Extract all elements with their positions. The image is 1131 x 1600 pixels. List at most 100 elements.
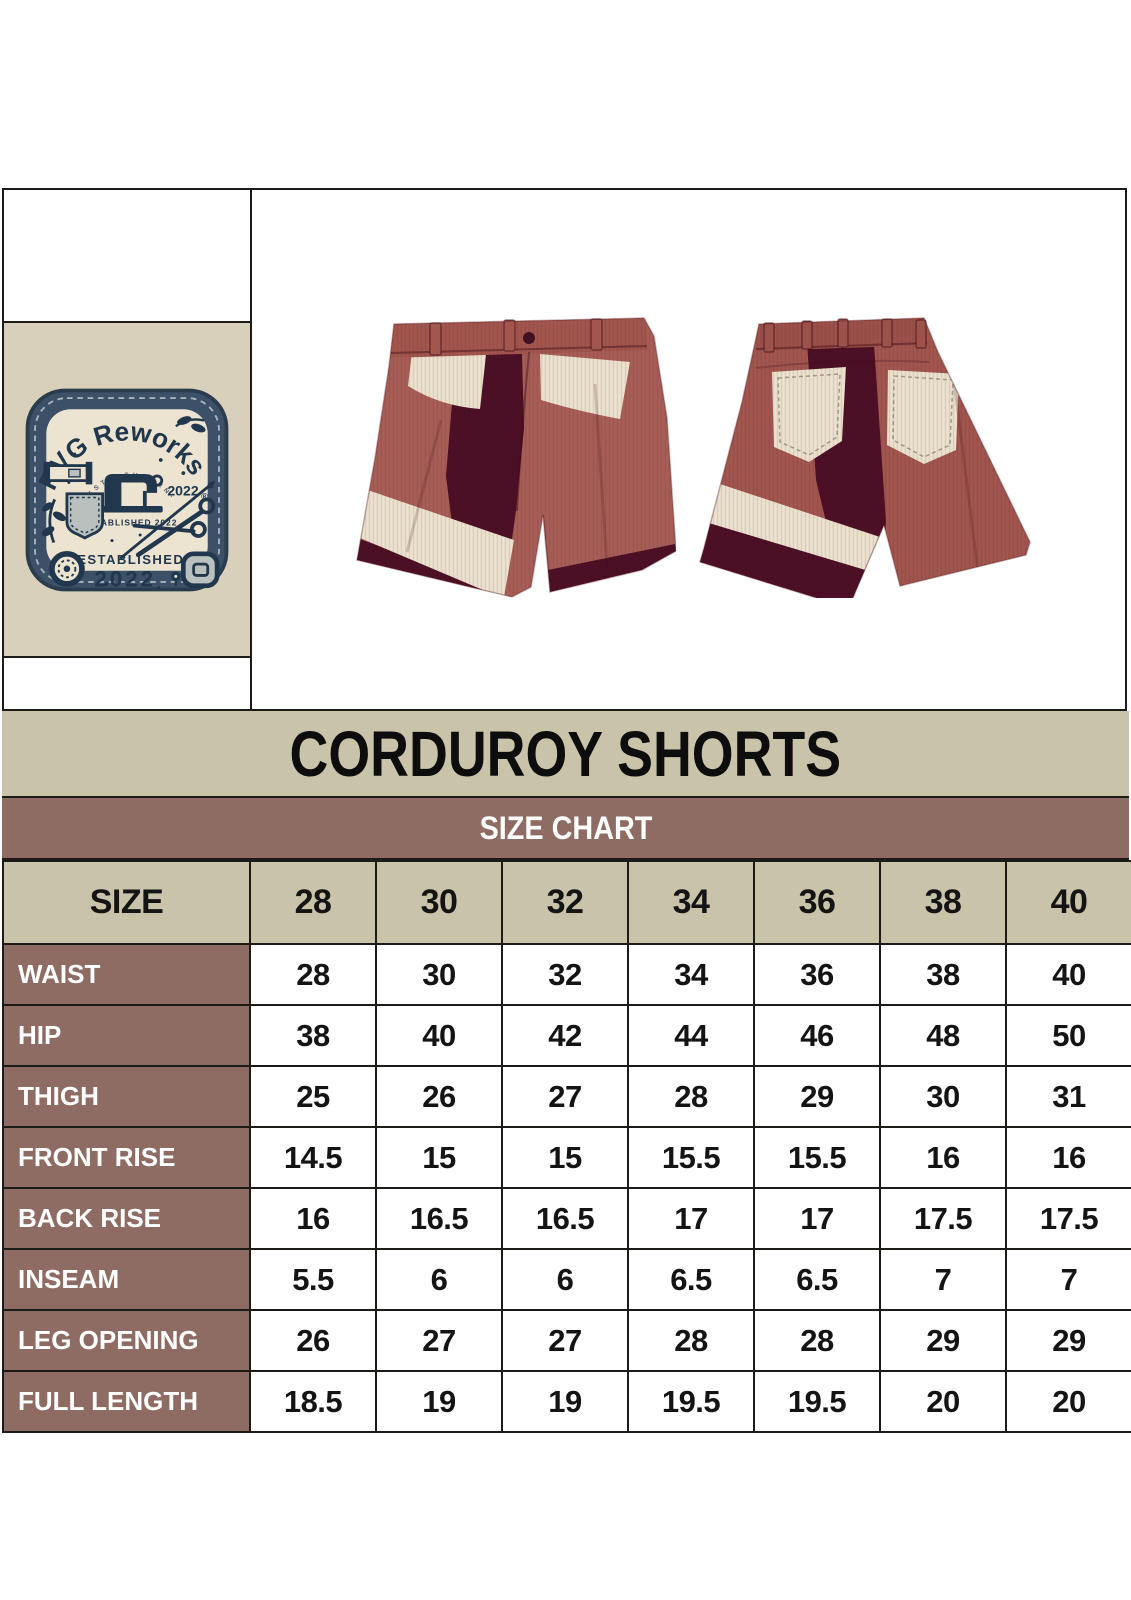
column-header: 34 — [627, 860, 755, 945]
column-header: 30 — [375, 860, 503, 945]
column-header-size: SIZE — [2, 860, 251, 945]
size-value-cell: 29 — [753, 1065, 881, 1128]
size-value-cell: 30 — [879, 1065, 1007, 1128]
needle-icon — [119, 480, 215, 559]
size-value-cell: 15 — [501, 1126, 629, 1189]
size-value-cell: 38 — [249, 1004, 377, 1067]
front-button — [523, 332, 535, 344]
table-row: FRONT RISE 14.5 15 15 15.5 15.5 16 16 — [2, 1126, 1131, 1189]
table-row: LEG OPENING 26 27 27 28 28 29 29 — [2, 1309, 1131, 1372]
leaves-icon — [175, 415, 206, 432]
size-value-cell: 27 — [501, 1309, 629, 1372]
size-value-cell: 20 — [1005, 1370, 1131, 1433]
column-header: 36 — [753, 860, 881, 945]
size-value-cell: 17 — [753, 1187, 881, 1250]
size-value-cell: 28 — [627, 1065, 755, 1128]
shorts-back-photo — [699, 317, 1031, 598]
size-value-cell: 31 — [1005, 1065, 1131, 1128]
front-belt-loops — [429, 318, 603, 356]
shorts-front-photo — [356, 317, 676, 598]
column-header: 40 — [1005, 860, 1131, 945]
size-value-cell: 26 — [249, 1309, 377, 1372]
patch-stitching — [34, 396, 220, 583]
size-value-cell: 28 — [627, 1309, 755, 1372]
pocket-icon — [65, 491, 105, 539]
size-chart-table: SIZE 28 30 32 34 36 38 40 WAIST 28 30 32 34 3… — [2, 860, 1131, 1433]
brand-logo-cell: RVG Reworks ® · E S T B L S H D O R N · … — [4, 323, 250, 658]
column-header: 38 — [879, 860, 1007, 945]
size-value-cell: 17 — [627, 1187, 755, 1250]
size-value-cell: 27 — [375, 1309, 503, 1372]
product-photos — [252, 190, 1125, 709]
machine-year: 2022 — [167, 482, 198, 498]
size-value-cell: 32 — [501, 943, 629, 1006]
left-top-cell — [4, 190, 250, 323]
product-title: CORDUROY SHORTS — [289, 717, 842, 790]
size-value-cell: 25 — [249, 1065, 377, 1128]
row-label: WAIST — [2, 943, 251, 1006]
size-value-cell: 7 — [1005, 1248, 1131, 1311]
size-value-cell: 16 — [879, 1126, 1007, 1189]
size-value-cell: 26 — [375, 1065, 503, 1128]
established-small: ESTABLISHED 2022 — [82, 517, 177, 527]
size-value-cell: 36 — [753, 943, 881, 1006]
content-frame: RVG Reworks ® · E S T B L S H D O R N · … — [2, 188, 1127, 711]
size-value-cell: 30 — [375, 943, 503, 1006]
size-value-cell: 29 — [1005, 1309, 1131, 1372]
brand-logo: RVG Reworks ® · E S T B L S H D O R N · … — [25, 388, 229, 591]
column-header: 28 — [249, 860, 377, 945]
size-value-cell: 19.5 — [753, 1370, 881, 1433]
spool-icon — [43, 461, 93, 484]
size-value-cell: 46 — [753, 1004, 881, 1067]
back-belt-loops — [763, 318, 927, 353]
size-value-cell: 34 — [627, 943, 755, 1006]
table-row: THIGH 25 26 27 28 29 30 31 — [2, 1065, 1131, 1128]
button-icon — [180, 550, 220, 588]
row-label: INSEAM — [2, 1248, 251, 1311]
size-value-cell: 40 — [1005, 943, 1131, 1006]
established-word: ESTABLISHED — [77, 552, 184, 567]
scissors-icon — [132, 497, 216, 557]
decorative-dots — [67, 451, 186, 589]
size-value-cell: 17.5 — [879, 1187, 1007, 1250]
row-label: FULL LENGTH — [2, 1370, 251, 1433]
row-label: LEG OPENING — [2, 1309, 251, 1372]
size-value-cell: 19.5 — [627, 1370, 755, 1433]
size-value-cell: 40 — [375, 1004, 503, 1067]
size-value-cell: 6.5 — [627, 1248, 755, 1311]
table-row: INSEAM 5.5 6 6 6.5 6.5 7 7 — [2, 1248, 1131, 1311]
left-bottom-cell — [4, 658, 250, 709]
size-chart-heading-bar: SIZE CHART — [2, 798, 1129, 860]
size-value-cell: 38 — [879, 943, 1007, 1006]
branch-icon — [41, 498, 66, 543]
trademark-symbol: ® — [201, 491, 208, 501]
size-value-cell: 16 — [249, 1187, 377, 1250]
table-row: BACK RISE 16 16.5 16.5 17 17 17.5 17.5 — [2, 1187, 1131, 1250]
row-label: BACK RISE — [2, 1187, 251, 1250]
size-value-cell: 6 — [501, 1248, 629, 1311]
size-value-cell: 16.5 — [375, 1187, 503, 1250]
size-value-cell: 15.5 — [753, 1126, 881, 1189]
size-value-cell: 16.5 — [501, 1187, 629, 1250]
row-label: FRONT RISE — [2, 1126, 251, 1189]
size-value-cell: 15.5 — [627, 1126, 755, 1189]
size-value-cell: 48 — [879, 1004, 1007, 1067]
size-value-cell: 42 — [501, 1004, 629, 1067]
size-value-cell: 18.5 — [249, 1370, 377, 1433]
size-value-cell: 17.5 — [1005, 1187, 1131, 1250]
table-row: HIP 38 40 42 44 46 48 50 — [2, 1004, 1131, 1067]
size-value-cell: 7 — [879, 1248, 1007, 1311]
size-value-cell: 28 — [249, 943, 377, 1006]
row-label: THIGH — [2, 1065, 251, 1128]
size-value-cell: 16 — [1005, 1126, 1131, 1189]
button-wheel-icon — [49, 550, 85, 587]
size-value-cell: 14.5 — [249, 1126, 377, 1189]
row-label: HIP — [2, 1004, 251, 1067]
product-title-bar: CORDUROY SHORTS — [2, 711, 1129, 798]
size-chart-header-row: SIZE 28 30 32 34 36 38 40 — [2, 860, 1131, 945]
size-value-cell: 19 — [375, 1370, 503, 1433]
table-row: WAIST 28 30 32 34 36 38 40 — [2, 943, 1131, 1006]
size-value-cell: 20 — [879, 1370, 1007, 1433]
size-value-cell: 6 — [375, 1248, 503, 1311]
sewing-machine-icon — [98, 473, 164, 513]
